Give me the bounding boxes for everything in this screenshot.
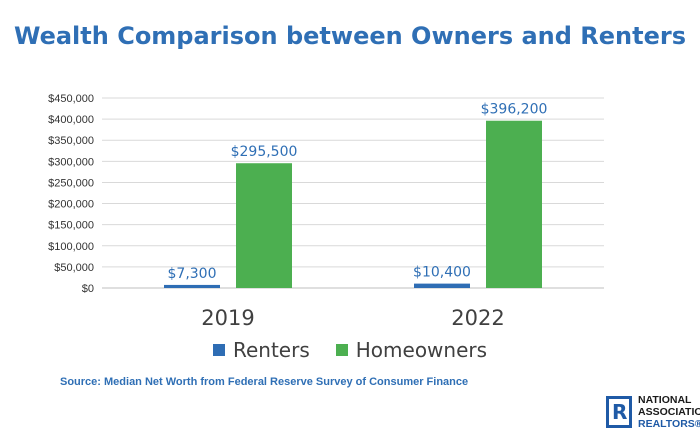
x-tick-label: 2022 — [451, 306, 504, 330]
data-label: $10,400 — [413, 265, 471, 281]
y-tick-label: $350,000 — [48, 135, 94, 147]
y-tick-label: $0 — [82, 283, 94, 295]
y-tick-label: $450,000 — [48, 93, 94, 105]
legend-label-renters: Renters — [232, 338, 310, 362]
y-tick-label: $100,000 — [48, 241, 94, 253]
logo-text: NATIONAL ASSOCIATION REALTORS® — [638, 394, 700, 430]
bar-homeowners-2019 — [236, 163, 292, 288]
data-label: $7,300 — [168, 266, 217, 282]
bar-chart: $0 $50,000 $100,000 $150,000 $200,000 $250,00… — [48, 93, 604, 330]
bar-homeowners-2022 — [486, 120, 542, 289]
bar-renters-2019 — [164, 284, 220, 288]
x-tick-label: 2019 — [201, 306, 254, 330]
legend-item-homeowners: Homeowners — [335, 338, 488, 362]
legend: Renters Homeowners — [0, 338, 700, 362]
nar-logo: R NATIONAL ASSOCIATION REALTORS® — [604, 390, 700, 441]
legend-item-renters: Renters — [212, 338, 310, 362]
y-tick-label: $250,000 — [48, 177, 94, 189]
data-label: $396,200 — [481, 102, 548, 118]
bar-renters-2022 — [414, 283, 470, 288]
legend-label-homeowners: Homeowners — [355, 338, 488, 362]
y-tick-label: $150,000 — [48, 220, 94, 232]
source-note: Source: Median Net Worth from Federal Re… — [60, 376, 469, 388]
y-tick-label: $300,000 — [48, 156, 94, 168]
y-tick-label: $400,000 — [48, 114, 94, 126]
chart-title: Wealth Comparison between Owners and Ren… — [13, 22, 687, 50]
data-label: $295,500 — [231, 144, 298, 160]
y-tick-label: $50,000 — [54, 262, 94, 274]
realtor-r-logo-icon: R — [606, 396, 632, 428]
y-tick-label: $200,000 — [48, 199, 94, 211]
legend-swatch-homeowners — [335, 344, 348, 356]
legend-swatch-renters — [212, 344, 225, 356]
